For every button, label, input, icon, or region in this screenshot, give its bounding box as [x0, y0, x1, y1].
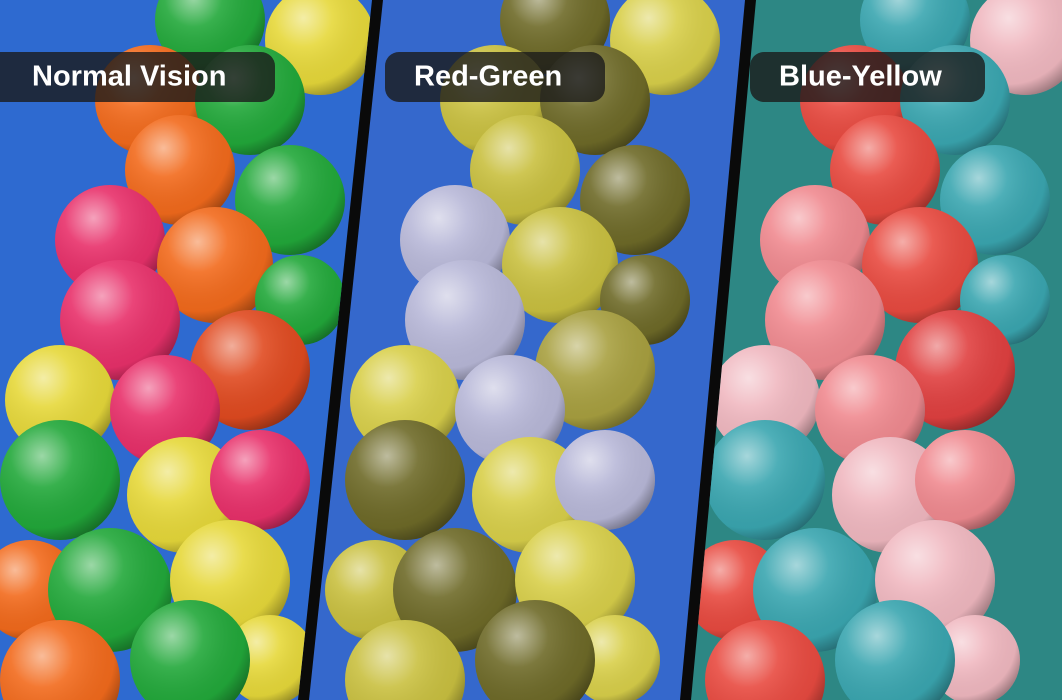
balloon: [210, 430, 310, 530]
balloon: [470, 115, 580, 225]
balloon: [765, 260, 885, 380]
balloon: [705, 620, 825, 700]
balloon: [157, 207, 273, 323]
balloon: [862, 207, 978, 323]
balloon: [570, 615, 660, 700]
balloon: [60, 260, 180, 380]
balloon: [225, 615, 315, 700]
balloon: [753, 528, 877, 652]
balloon: [475, 600, 595, 700]
balloon: [705, 420, 825, 540]
balloon: [915, 430, 1015, 530]
balloon: [235, 145, 345, 255]
balloon: [895, 310, 1015, 430]
label-box: [0, 52, 275, 102]
panel-label: Red-Green: [414, 61, 562, 93]
panel-label: Normal Vision: [32, 61, 226, 93]
balloon: [393, 528, 517, 652]
balloon: [535, 310, 655, 430]
balloon: [190, 310, 310, 430]
balloon: [0, 620, 120, 700]
balloon: [48, 528, 172, 652]
balloon: [555, 430, 655, 530]
balloon: [345, 420, 465, 540]
balloon: [0, 420, 120, 540]
balloon: [345, 620, 465, 700]
label-box: [750, 52, 985, 102]
balloon: [940, 145, 1050, 255]
balloon: [125, 115, 235, 225]
balloon: [130, 600, 250, 700]
balloon: [502, 207, 618, 323]
balloon: [580, 145, 690, 255]
balloon: [405, 260, 525, 380]
label-box: [385, 52, 605, 102]
panel-label: Blue-Yellow: [779, 61, 942, 93]
balloon: [930, 615, 1020, 700]
balloon: [835, 600, 955, 700]
balloon: [830, 115, 940, 225]
